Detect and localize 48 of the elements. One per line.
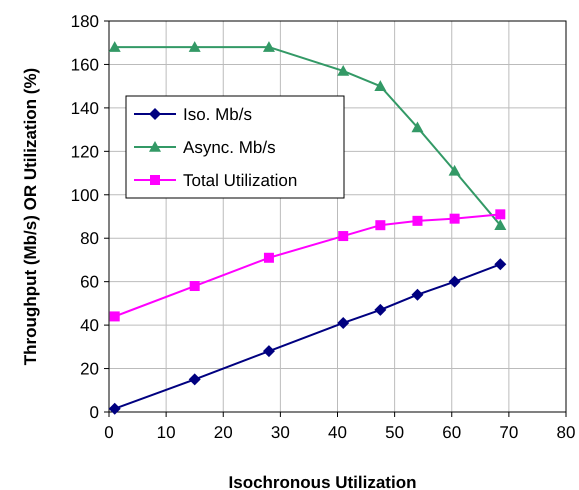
point xyxy=(108,41,121,52)
legend-label: Async. Mb/s xyxy=(183,138,276,157)
y-tick-label: 80 xyxy=(80,229,99,248)
point xyxy=(108,402,121,415)
point xyxy=(494,258,506,270)
point xyxy=(374,304,386,316)
y-tick-label: 40 xyxy=(80,316,99,336)
point xyxy=(262,345,275,358)
point xyxy=(110,311,120,322)
x-tick-label: 80 xyxy=(556,423,576,442)
point xyxy=(411,288,424,301)
point xyxy=(450,214,460,224)
x-tick-label: 60 xyxy=(442,423,462,442)
point xyxy=(412,216,422,226)
legend-label: Iso. Mb/s xyxy=(183,105,252,124)
point xyxy=(495,209,506,220)
x-tick-label: 20 xyxy=(214,423,233,442)
x-tick-label: 50 xyxy=(385,423,404,442)
y-tick-label: 180 xyxy=(70,12,99,31)
point xyxy=(190,281,200,292)
point xyxy=(337,64,350,76)
y-axis-title: Throughput (Mb/s) OR Utilization (%) xyxy=(21,68,40,366)
y-tick-label: 140 xyxy=(70,98,99,118)
y-tick-label: 120 xyxy=(70,142,99,162)
y-tick-label: 60 xyxy=(80,272,99,292)
point xyxy=(188,373,201,386)
point xyxy=(494,219,506,230)
x-tick-label: 30 xyxy=(270,423,290,442)
y-tick-label: 100 xyxy=(70,186,99,205)
legend-label: Total Utilization xyxy=(183,171,298,190)
point xyxy=(338,231,348,242)
x-axis-title: Isochronous Utilization xyxy=(228,473,416,490)
point xyxy=(188,41,201,52)
point xyxy=(264,252,274,263)
x-tick-label: 0 xyxy=(104,423,114,442)
point xyxy=(262,41,275,52)
y-tick-label: 0 xyxy=(90,403,99,422)
x-tick-label: 10 xyxy=(156,423,176,442)
x-tick-label: 70 xyxy=(499,423,518,442)
point xyxy=(411,121,424,132)
point xyxy=(375,220,386,230)
y-tick-label: 20 xyxy=(80,360,99,379)
x-tick-label: 40 xyxy=(328,423,347,442)
point xyxy=(337,316,350,329)
point xyxy=(448,276,461,288)
y-tick-label: 160 xyxy=(70,55,99,74)
point xyxy=(448,164,461,176)
point xyxy=(374,80,386,91)
